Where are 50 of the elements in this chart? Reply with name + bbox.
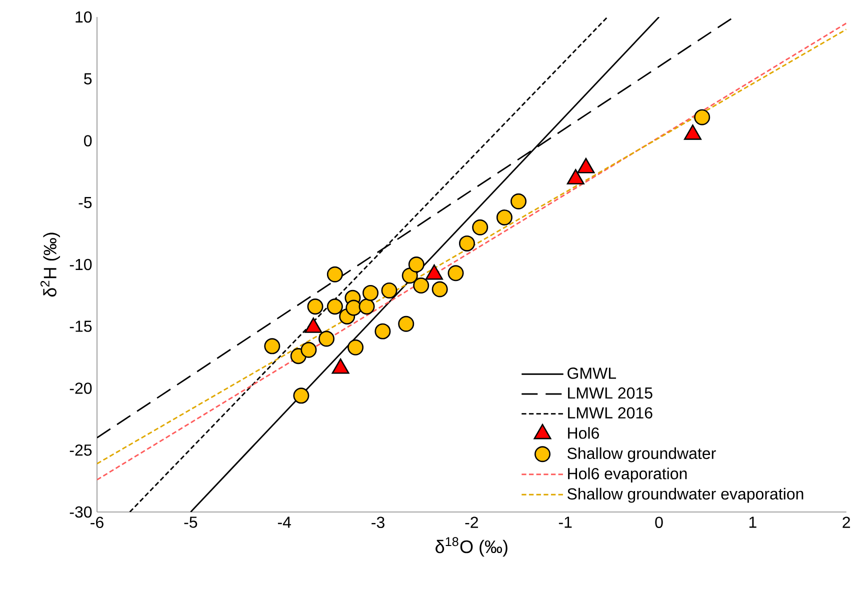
legend-label: GMWL xyxy=(568,368,616,379)
legend-label: Shallow groundwater xyxy=(567,447,716,462)
point xyxy=(472,219,488,236)
point xyxy=(374,323,391,340)
x-tick-label: -2 xyxy=(465,516,478,528)
point xyxy=(300,342,317,358)
point xyxy=(318,330,334,347)
point xyxy=(510,193,527,210)
y-tick-label: -10 xyxy=(70,258,92,270)
y-tick-label: -5 xyxy=(78,197,92,208)
y-tick-label: 10 xyxy=(76,11,92,23)
point xyxy=(458,235,475,252)
point xyxy=(358,298,375,315)
point xyxy=(326,298,343,315)
x-axis-title: δ$^{18}$O (‰) xyxy=(436,537,508,557)
legend-label: Hol6 xyxy=(568,427,599,439)
point xyxy=(398,316,414,332)
point xyxy=(264,338,280,354)
x-tick-label: -1 xyxy=(558,516,572,528)
x-tick-label: 2 xyxy=(842,516,850,528)
x-tick-label: -3 xyxy=(372,516,384,528)
y-tick-label: -25 xyxy=(70,444,92,456)
point xyxy=(408,256,424,272)
point xyxy=(432,281,448,298)
point xyxy=(307,298,324,315)
point xyxy=(381,282,398,298)
point xyxy=(496,209,512,226)
point xyxy=(362,284,379,301)
y-tick-label: 5 xyxy=(84,73,92,84)
y-tick-label: -20 xyxy=(70,382,92,394)
x-tick-label: -5 xyxy=(184,516,198,528)
legend-label: LMWL 2016 xyxy=(568,407,652,419)
y-tick-label: -30 xyxy=(70,506,92,518)
point xyxy=(326,266,343,282)
point xyxy=(413,278,430,294)
x-tick-label: -4 xyxy=(278,516,291,528)
point xyxy=(293,388,310,404)
point xyxy=(348,339,364,356)
point xyxy=(694,109,710,126)
x-tick-label: 0 xyxy=(655,516,663,528)
y-axis-title: δ$^{2}$H (‰) xyxy=(40,232,60,297)
x-tick-label: -6 xyxy=(90,516,104,528)
legend-label: LMWL 2015 xyxy=(568,387,652,399)
y-tick-label: 0 xyxy=(84,135,92,146)
y-tick-label: -15 xyxy=(70,320,92,332)
legend-label: Shallow groundwater evaporation xyxy=(567,488,804,503)
point xyxy=(448,265,464,282)
point xyxy=(346,300,362,316)
x-tick-label: 1 xyxy=(749,516,756,528)
legend-label: Hol6 evaporation xyxy=(568,468,687,482)
